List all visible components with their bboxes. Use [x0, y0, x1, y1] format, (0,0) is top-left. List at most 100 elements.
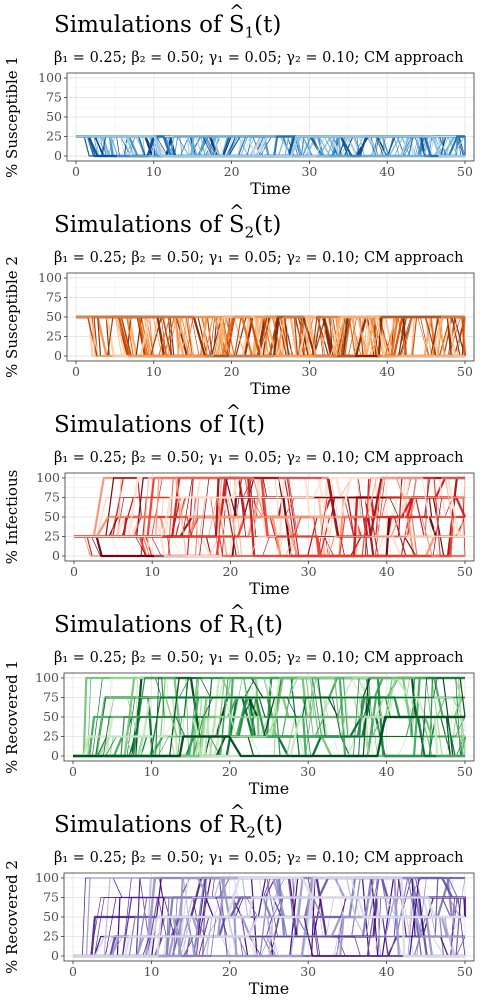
series-line — [74, 497, 465, 537]
series-lines — [74, 476, 467, 558]
series-line — [74, 497, 465, 557]
y-tick-label: 50 — [46, 309, 62, 324]
x-tick-label: 50 — [457, 164, 473, 179]
series-line — [74, 476, 465, 538]
y-tick-label: 50 — [43, 709, 59, 724]
x-tick-label: 40 — [379, 364, 395, 379]
series-line — [73, 897, 465, 957]
grid — [67, 73, 474, 161]
x-tick-label: 30 — [301, 564, 317, 579]
x-tick-label: 30 — [300, 964, 316, 979]
series-line — [74, 477, 465, 538]
x-tick-label: 0 — [70, 564, 78, 579]
chart-title: Simulations of ^ S2(t) — [54, 201, 282, 242]
x-tick-label: 50 — [457, 564, 473, 579]
series-line — [73, 677, 465, 757]
series-line — [74, 516, 465, 557]
x-tick-label: 0 — [72, 164, 80, 179]
series-line — [73, 877, 465, 957]
series-line — [73, 696, 465, 757]
x-tick-label: 20 — [224, 164, 240, 179]
series-line — [73, 877, 465, 957]
series-line — [76, 316, 465, 357]
chart-subtitle: β₁ = 0.25; β₂ = 0.50; γ₁ = 0.05; γ₂ = 0.… — [54, 450, 464, 466]
chart-panel: Simulations of ^ I(t) β₁ = 0.25; β₂ = 0.50… — [0, 400, 480, 600]
x-tick-label: 10 — [143, 764, 159, 779]
series-line — [76, 316, 465, 357]
series-line — [74, 477, 465, 537]
plot-area: 0 10 20 30 40 50 0 25 50 75 100 — [38, 270, 475, 379]
series-line — [74, 477, 465, 537]
series-line — [73, 877, 465, 957]
chart-title: Simulations of ^ R2(t) — [54, 801, 283, 842]
series-line — [76, 315, 465, 358]
series-line — [76, 135, 465, 157]
x-tick-label: 10 — [143, 964, 159, 979]
x-axis-label: Time — [250, 379, 291, 398]
x-tick-label: 30 — [301, 364, 317, 379]
series-line — [73, 876, 465, 958]
series-line — [73, 877, 465, 957]
x-tick-label: 40 — [379, 764, 395, 779]
y-axis-label: % Recovered 2 — [3, 860, 21, 974]
y-tick-label: 75 — [46, 290, 62, 305]
plot-area: 0 10 20 30 40 50 0 25 50 75 100 — [35, 670, 475, 779]
series-line — [76, 316, 465, 357]
series-line — [73, 677, 465, 757]
y-tick-label: 25 — [43, 729, 59, 744]
y-tick-label: 0 — [54, 148, 62, 163]
chart-subtitle: β₁ = 0.25; β₂ = 0.50; γ₁ = 0.05; γ₂ = 0.… — [54, 650, 464, 666]
x-tick-label: 10 — [144, 564, 160, 579]
series-line — [74, 477, 465, 537]
x-axis-label: Time — [250, 179, 291, 198]
series-line — [73, 677, 465, 757]
x-tick-label: 40 — [379, 964, 395, 979]
series-lines — [73, 676, 467, 758]
y-tick-label: 100 — [38, 270, 62, 285]
y-tick-label: 100 — [38, 70, 62, 85]
x-tick-label: 0 — [69, 764, 77, 779]
series-line — [76, 136, 465, 157]
x-tick-label: 10 — [146, 164, 162, 179]
x-axis-label: Time — [248, 979, 290, 998]
chart-subtitle: β₁ = 0.25; β₂ = 0.50; γ₁ = 0.05; γ₂ = 0.… — [54, 850, 464, 866]
series-line — [76, 136, 465, 157]
series-line — [73, 916, 465, 957]
x-tick-label: 20 — [222, 964, 238, 979]
series-line — [76, 135, 465, 158]
chart-subtitle: β₁ = 0.25; β₂ = 0.50; γ₁ = 0.05; γ₂ = 0.… — [54, 250, 464, 266]
series-line — [73, 876, 465, 958]
x-tick-label: 40 — [379, 564, 395, 579]
series-line — [73, 677, 465, 757]
y-tick-label: 75 — [44, 490, 60, 505]
series-line — [73, 677, 465, 757]
x-tick-label: 50 — [457, 964, 473, 979]
y-axis-label: % Susceptible 2 — [3, 256, 21, 378]
y-axis-label: % Recovered 1 — [3, 660, 21, 774]
x-tick-label: 30 — [300, 764, 316, 779]
series-line — [74, 477, 465, 557]
series-line — [73, 896, 465, 957]
series-line — [76, 136, 465, 157]
chart-panel: Simulations of ^ R2(t) β₁ = 0.25; β₂ = 0.5… — [0, 800, 480, 1000]
series-lines — [73, 876, 467, 958]
y-tick-label: 0 — [51, 948, 59, 963]
y-tick-label: 50 — [43, 909, 59, 924]
series-line — [74, 477, 465, 557]
x-tick-label: 50 — [457, 364, 473, 379]
series-line — [74, 536, 465, 557]
series-line — [73, 676, 465, 758]
y-tick-label: 50 — [44, 509, 60, 524]
chart-panel: Simulations of ^ S1(t) β₁ = 0.25; β₂ = 0.5… — [0, 0, 480, 200]
plot-area: 0 10 20 30 40 50 0 25 50 75 100 — [35, 870, 475, 979]
series-line — [76, 315, 465, 358]
series-line — [73, 677, 465, 757]
chart-subtitle: β₁ = 0.25; β₂ = 0.50; γ₁ = 0.05; γ₂ = 0.… — [54, 50, 464, 66]
plot-area: 0 10 20 30 40 50 0 25 50 75 100 — [36, 470, 475, 579]
y-tick-label: 50 — [46, 109, 62, 124]
series-line — [74, 496, 465, 558]
x-tick-label: 20 — [222, 564, 238, 579]
series-lines — [76, 135, 466, 158]
series-line — [76, 315, 465, 358]
series-line — [73, 877, 465, 957]
